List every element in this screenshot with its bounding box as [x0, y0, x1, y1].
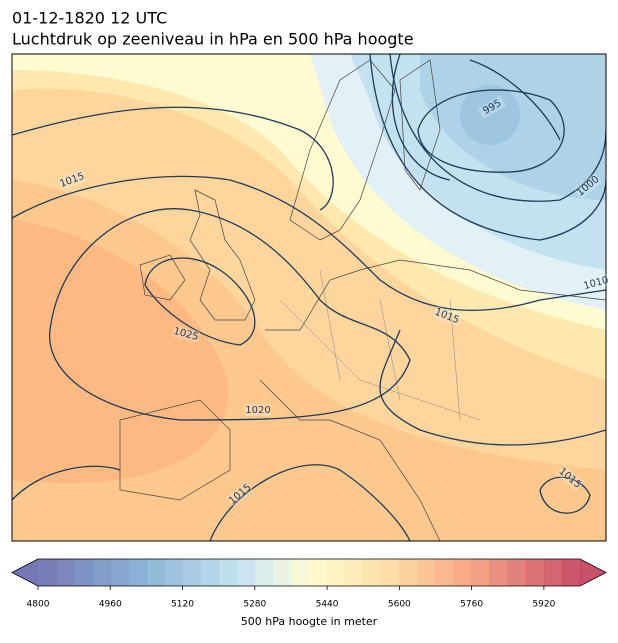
isobar-label-bg — [477, 95, 507, 119]
colorbar-band — [381, 559, 400, 586]
colorbar-band — [417, 559, 436, 586]
colorbar-band — [327, 559, 346, 586]
colorbar-band — [435, 559, 455, 586]
colorbar-band — [218, 559, 238, 586]
colorbar-band — [399, 559, 418, 586]
isobar-label-text: 1020 — [245, 405, 270, 416]
colorbar-band — [254, 559, 274, 586]
colorbar-band — [507, 559, 527, 586]
colorbar-band — [38, 559, 57, 586]
colorbar-band — [146, 559, 165, 586]
title: Luchtdruk op zeeniveau in hPa en 500 hPa… — [12, 30, 414, 49]
colorbar-band — [489, 559, 509, 586]
isobar-label: 1020 — [245, 404, 271, 416]
colorbar-band — [92, 559, 111, 586]
colorbar-extend-high — [580, 559, 606, 586]
colorbar-band — [182, 559, 202, 586]
colorbar-band — [363, 559, 382, 586]
isobar-label-bg — [581, 273, 611, 293]
colorbar-band — [453, 559, 473, 586]
colorbar-tick-label: 5920 — [532, 600, 555, 610]
isobar-label-bg — [226, 481, 254, 507]
colorbar-tick-label: 5440 — [316, 600, 339, 610]
map-frame — [11, 53, 607, 542]
colorbar-band — [561, 559, 581, 586]
isobar-label-bg — [556, 465, 584, 491]
colorbar-tick-label: 5760 — [460, 600, 483, 610]
colorbar-band — [74, 559, 93, 586]
colorbar-tick-label: 4800 — [27, 600, 50, 610]
colorbar-tick-label: 5600 — [388, 600, 411, 610]
colorbar-band — [200, 559, 220, 586]
date: 01-12-1820 12 UTC — [12, 9, 167, 28]
colorbar-band — [290, 559, 310, 586]
colorbar-outline — [11, 558, 607, 587]
colorbar-band — [471, 559, 491, 586]
colorbar-tick-label: 5280 — [243, 600, 266, 610]
colorbar-band — [236, 559, 256, 586]
colorbar-band — [110, 559, 129, 586]
colorbar-band — [543, 559, 563, 586]
isobar-label-bg — [432, 305, 462, 327]
isobar-label-bg — [57, 169, 87, 191]
colorbar-band — [272, 559, 292, 586]
map — [12, 54, 606, 541]
isobar-label-bg — [245, 404, 271, 416]
colorbar-band — [128, 559, 147, 586]
colorbar-band — [56, 559, 75, 586]
colorbar-tick-label: 5120 — [171, 600, 194, 610]
colorbar-band — [525, 559, 545, 586]
colorbar-tick-label: 4960 — [99, 600, 122, 610]
colorbar-band — [345, 559, 364, 586]
colorbar-extend-low — [12, 559, 38, 586]
isobar-label-bg — [171, 324, 201, 344]
colorbar-band — [164, 559, 184, 586]
colorbar-label: 500 hPa hoogte in meter — [241, 615, 378, 628]
isobar-label-bg — [574, 173, 602, 199]
colorbar: 4800 4960 5120 5280 5440 5600 5760 5920 — [11, 558, 607, 610]
colorbar-band — [309, 559, 328, 586]
